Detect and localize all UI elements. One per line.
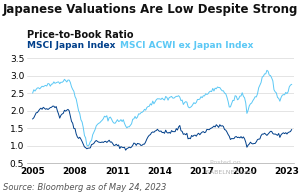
Text: Price-to-Book Ratio: Price-to-Book Ratio bbox=[27, 30, 134, 40]
Text: Japanese Valuations Are Low Despite Strong Returns: Japanese Valuations Are Low Despite Stro… bbox=[3, 3, 300, 16]
Text: Source: Bloomberg as of May 24, 2023: Source: Bloomberg as of May 24, 2023 bbox=[3, 183, 166, 192]
Text: MSCI ACWI ex Japan Index: MSCI ACWI ex Japan Index bbox=[120, 41, 253, 50]
Text: Posted on: Posted on bbox=[210, 160, 241, 165]
Text: MSCI Japan Index: MSCI Japan Index bbox=[27, 41, 116, 50]
Text: ISABELNET.com: ISABELNET.com bbox=[204, 170, 253, 175]
